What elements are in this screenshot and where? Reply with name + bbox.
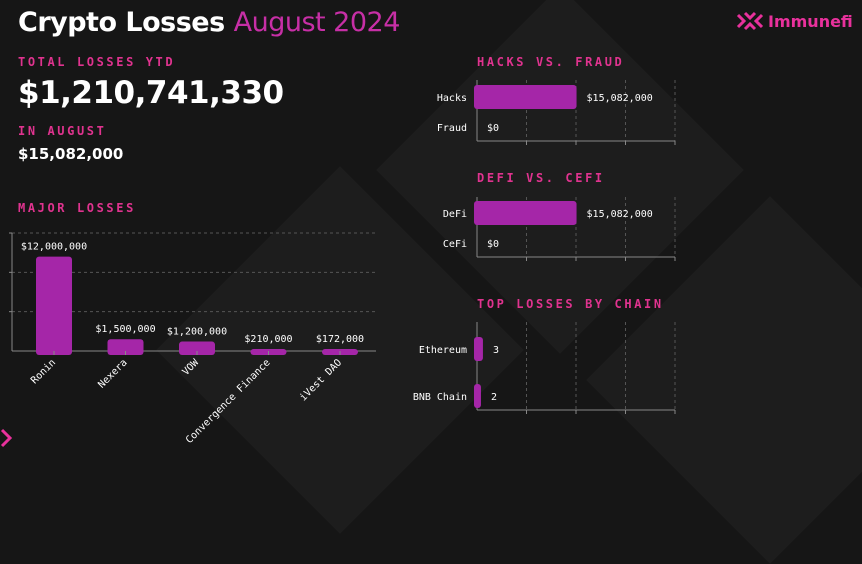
data-label: $15,082,000 <box>587 209 653 220</box>
data-label: 2 <box>491 392 497 403</box>
tick-label: BNB Chain <box>413 392 467 403</box>
data-label: $15,082,000 <box>587 93 653 104</box>
title-main: Crypto Losses <box>18 7 225 38</box>
hacks-vs-fraud-title: HACKS VS. FRAUD <box>477 55 625 69</box>
immunefi-logo-icon <box>736 11 764 31</box>
charts-canvas: $12,000,000 Ronin $1,500,000 Nexera $1,200,0… <box>9 80 676 446</box>
month-losses-value: $15,082,000 <box>18 145 124 163</box>
bar-nexera <box>107 339 144 355</box>
month-losses-label: IN AUGUST <box>18 124 107 138</box>
brand-name: Immunefi <box>768 11 853 31</box>
title-accent: August 2024 <box>233 7 401 38</box>
bar-ethereum <box>474 337 483 361</box>
bar-vow <box>179 341 215 355</box>
tick-label: Nexera <box>96 357 129 390</box>
data-label: $1,200,000 <box>167 327 227 338</box>
data-label: $0 <box>487 239 499 250</box>
major-losses-title: MAJOR LOSSES <box>18 201 136 215</box>
data-label: 3 <box>493 345 499 356</box>
data-label: $12,000,000 <box>21 242 87 253</box>
data-label: $0 <box>487 123 499 134</box>
tick-label: Hacks <box>437 93 467 104</box>
top-losses-by-chain-title: TOP LOSSES BY CHAIN <box>477 297 664 311</box>
tick-label: Ethereum <box>419 345 467 356</box>
page-title: Crypto Losses August 2024 <box>18 7 400 38</box>
total-losses-value: $1,210,741,330 <box>18 75 284 111</box>
data-label: $210,000 <box>244 334 292 345</box>
tick-label: Fraud <box>437 123 467 134</box>
tick-label: iVest DAO <box>298 357 344 403</box>
corner-logo-icon <box>0 428 13 448</box>
total-losses-label: TOTAL LOSSES YTD <box>18 55 176 69</box>
defi-vs-cefi-title: DEFI VS. CEFI <box>477 171 605 185</box>
bar-hacks <box>474 85 577 109</box>
tick-label: VOW <box>181 357 202 378</box>
bar-defi <box>474 201 577 225</box>
tick-label: Convergence Finance <box>184 357 273 446</box>
data-label: $172,000 <box>316 334 364 345</box>
bar-ronin <box>36 256 72 355</box>
tick-label: Ronin <box>29 357 58 386</box>
brand-logo: Immunefi <box>736 10 853 32</box>
tick-label: DeFi <box>443 209 467 220</box>
data-label: $1,500,000 <box>95 324 155 335</box>
tick-label: CeFi <box>443 239 467 250</box>
bar-bnb-chain <box>474 384 481 408</box>
